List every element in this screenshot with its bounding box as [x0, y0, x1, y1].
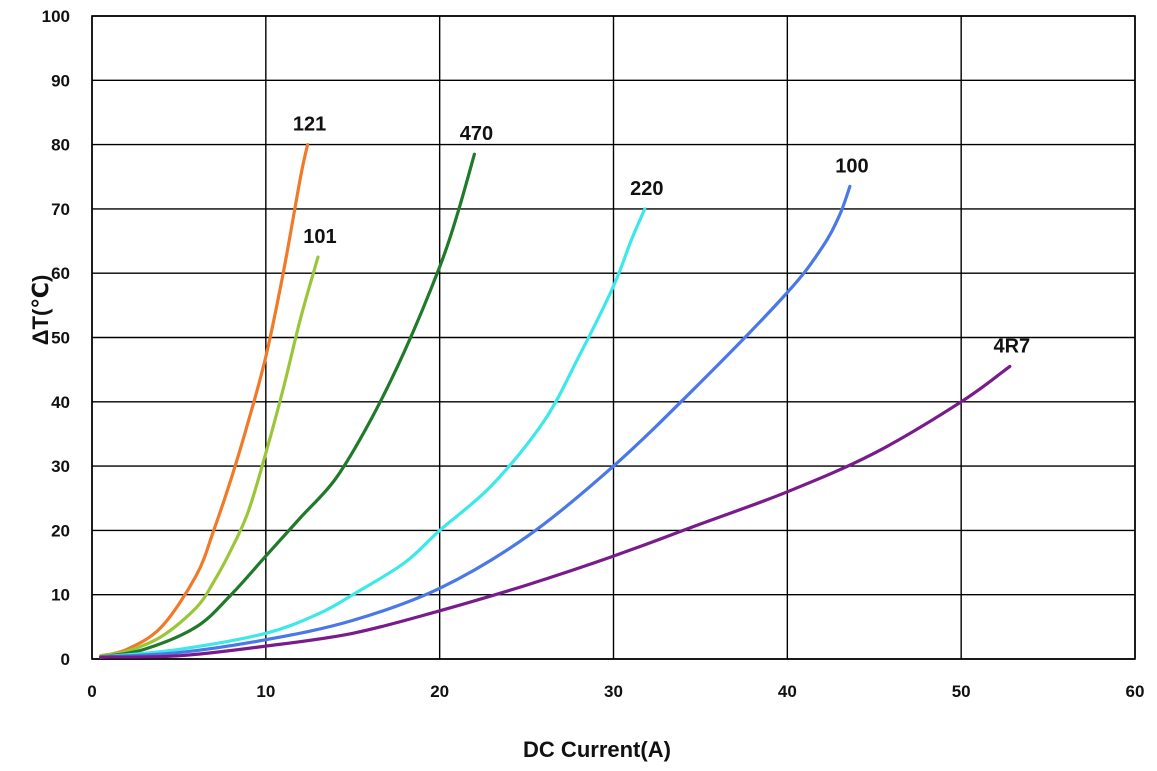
- x-tick-label: 40: [778, 682, 797, 701]
- y-axis-title: ΔT(℃): [28, 275, 53, 346]
- grid: [91, 15, 1136, 660]
- series-line-121: [99, 143, 310, 658]
- y-tick-label: 10: [51, 586, 70, 605]
- y-tick-label: 20: [51, 521, 70, 540]
- x-tick-label: 60: [1126, 682, 1145, 701]
- x-tick-label: 30: [604, 682, 623, 701]
- series-line-100: [99, 184, 852, 659]
- y-tick-label: 60: [51, 264, 70, 283]
- y-tick-label: 80: [51, 136, 70, 155]
- series-label-4r7: 4R7: [993, 335, 1030, 357]
- y-tick-labels: 0 10 20 30 40 50 60 70 80 90 100: [42, 7, 70, 669]
- y-tick-label: 100: [42, 7, 70, 26]
- y-tick-label: 30: [51, 457, 70, 476]
- x-tick-label: 20: [430, 682, 449, 701]
- y-tick-label: 40: [51, 393, 70, 412]
- series-label-121: 121: [293, 114, 326, 136]
- x-tick-label: 50: [952, 682, 971, 701]
- plot-frame: [91, 15, 1136, 660]
- series-label-470: 470: [460, 123, 493, 145]
- x-axis-title: DC Current(A): [523, 737, 671, 762]
- series-line-470: [99, 152, 476, 659]
- x-tick-label: 10: [256, 682, 275, 701]
- x-tick-label: 0: [87, 682, 96, 701]
- y-tick-label: 50: [51, 329, 70, 348]
- y-tick-label: 90: [51, 71, 70, 90]
- series-label-220: 220: [630, 178, 663, 200]
- series-line-220: [99, 207, 647, 659]
- series-line-101: [99, 255, 320, 658]
- series-group: [99, 143, 1012, 659]
- x-tick-labels: 0 10 20 30 40 50 60: [87, 682, 1144, 701]
- y-tick-label: 0: [61, 650, 70, 669]
- series-label-100: 100: [835, 155, 868, 177]
- series-labels: 121 101 470 220 100 4R7: [293, 114, 1030, 358]
- series-line-4r7: [99, 364, 1012, 659]
- y-tick-label: 70: [51, 200, 70, 219]
- series-label-101: 101: [303, 226, 336, 248]
